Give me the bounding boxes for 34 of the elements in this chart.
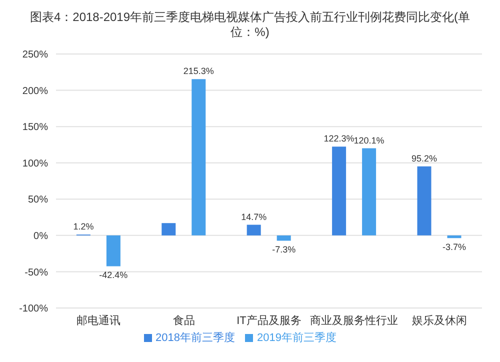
legend-label: 2019年前三季度 (257, 332, 336, 344)
bar (362, 148, 376, 236)
x-tick-label: 邮电通讯 (76, 314, 121, 327)
bar (192, 79, 206, 236)
y-tick-label: 150% (22, 122, 48, 134)
y-tick-label: -100% (19, 304, 48, 315)
x-tick-label: IT产品及服务 (236, 314, 302, 327)
y-tick-label: 100% (22, 158, 48, 170)
data-label: -42.4% (99, 270, 128, 280)
bar (106, 235, 120, 266)
data-label: 95.2% (411, 153, 438, 164)
data-label: -3.7% (442, 242, 466, 252)
data-label: 14.7% (241, 212, 267, 222)
y-tick-label: -50% (24, 267, 48, 278)
legend-label: 2018年前三季度 (156, 332, 235, 344)
bar (162, 223, 176, 236)
x-tick-label: 娱乐及休闲 (412, 314, 467, 327)
data-label: 122.3% (324, 134, 354, 144)
y-tick-label: 0% (34, 230, 48, 242)
data-label: 1.2% (73, 222, 94, 232)
y-tick-label: 250% (22, 50, 48, 61)
bar (447, 235, 462, 238)
chart-title: 图表4：2018-2019年前三季度电梯电视媒体广告投入前五行业刊例花费同比变化(单位：%) (28, 9, 472, 41)
data-label: -7.3% (272, 244, 296, 255)
y-tick-label: 200% (22, 86, 48, 97)
bar (246, 224, 261, 236)
y-tick-label: 50% (28, 194, 48, 206)
bar (332, 146, 346, 236)
data-label: 120.1% (354, 135, 384, 146)
x-tick-label: 食品 (172, 314, 195, 327)
data-label: 215.3% (183, 66, 214, 76)
x-tick-label: 商业及服务性行业 (310, 314, 398, 327)
bar (276, 235, 291, 241)
bar (417, 166, 432, 236)
